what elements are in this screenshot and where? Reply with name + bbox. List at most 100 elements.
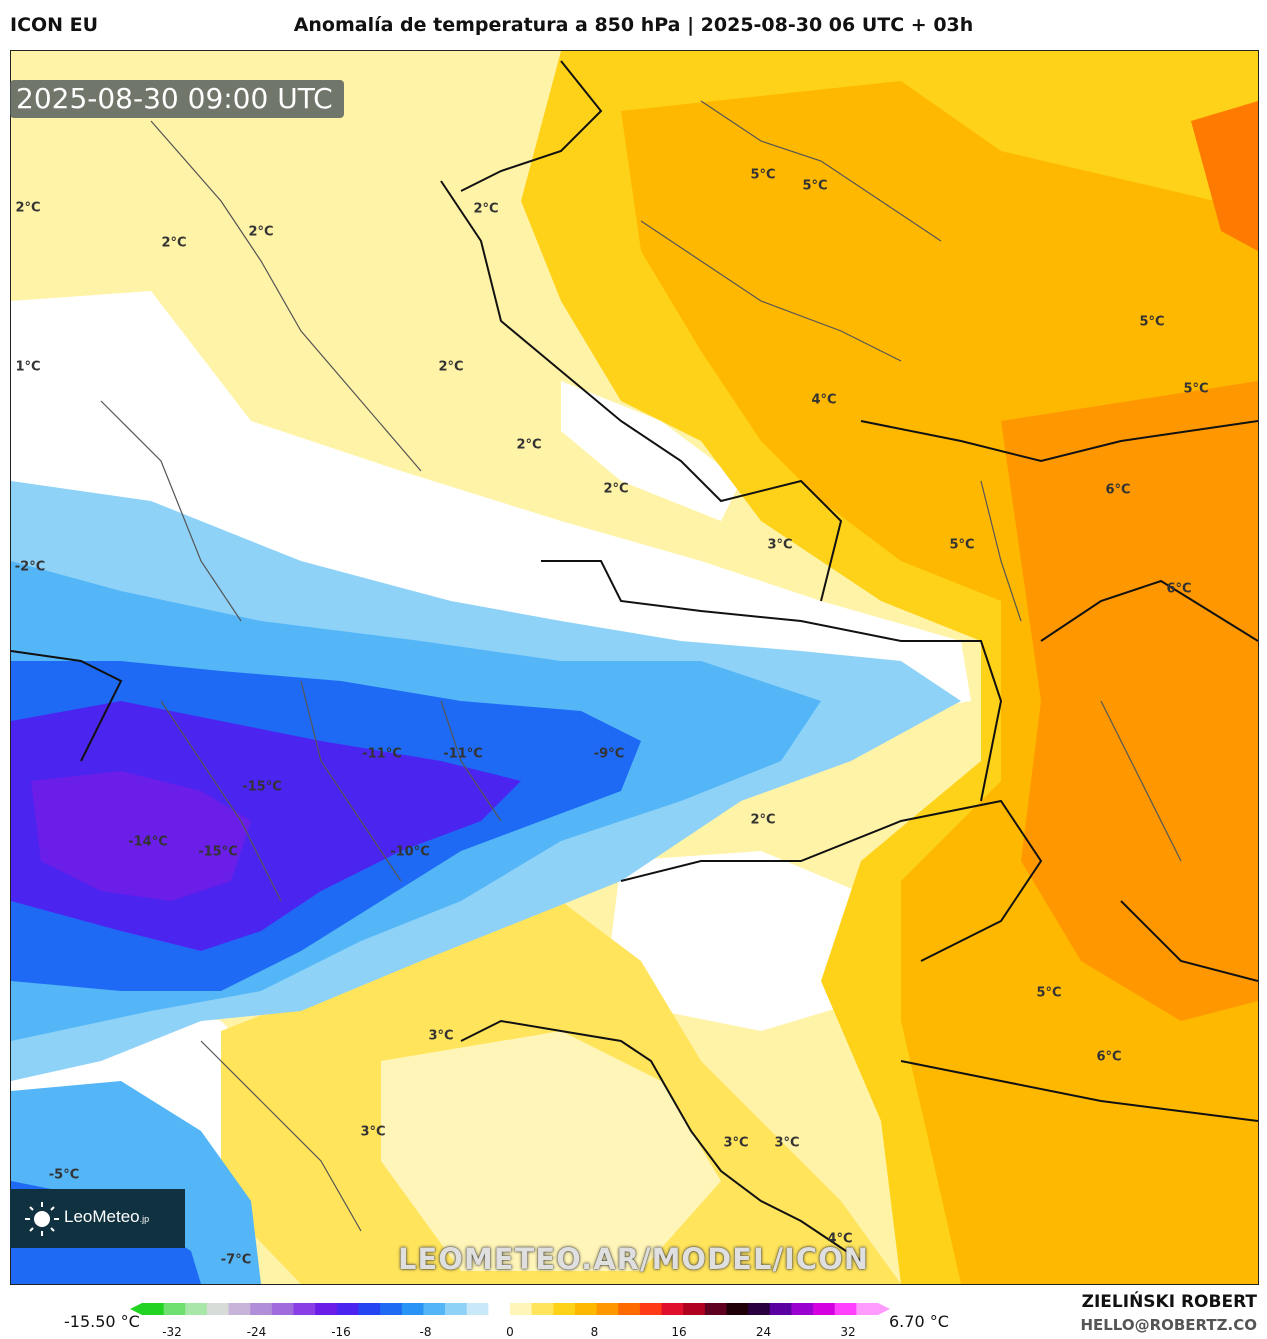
temperature-label: 5°C (1036, 985, 1062, 1001)
dark-orange-zone-east (1001, 381, 1258, 1021)
colorbar-segment (510, 1303, 533, 1315)
colorbar-segment (618, 1303, 641, 1315)
colorbar-segment (813, 1303, 836, 1315)
temperature-label: -9°C (593, 746, 625, 762)
colorbar-segment (488, 1303, 511, 1315)
colorbar-tick-label: -16 (331, 1325, 351, 1339)
colorbar-segment (423, 1303, 446, 1315)
colorbar-segment (574, 1303, 598, 1315)
colorbar (130, 1303, 890, 1315)
colorbar-segment (791, 1303, 814, 1315)
temperature-label: -14°C (128, 834, 168, 850)
colorbar-segment (250, 1303, 273, 1315)
timestamp-overlay: 2025-08-30 09:00 UTC (10, 80, 344, 118)
temperature-label: -11°C (443, 746, 483, 762)
colorbar-tick-label: 32 (840, 1325, 856, 1339)
logo-text: LeoMeteo.jp (64, 1207, 150, 1226)
colorbar-segment (856, 1303, 879, 1315)
colorbar-tick-label: -24 (246, 1325, 267, 1339)
temperature-label: -11°C (362, 746, 402, 762)
colorbar-segment (315, 1303, 338, 1315)
temperature-label: -15°C (242, 779, 282, 795)
colorbar-segment (639, 1303, 663, 1315)
model-name: ICON EU (10, 14, 99, 36)
colorbar-segment (228, 1303, 251, 1315)
temperature-label: -10°C (390, 844, 430, 860)
temperature-label: -7°C (220, 1252, 252, 1268)
colorbar-segment (358, 1303, 381, 1315)
leometeo-logo: LeoMeteo.jp (10, 1189, 185, 1248)
temperature-label: 5°C (750, 167, 776, 183)
chart-title: Anomalía de temperatura a 850 hPa | 2025… (293, 14, 974, 36)
colorbar-tick-label: 0 (506, 1325, 514, 1339)
colorbar-tick-label: -8 (419, 1325, 432, 1339)
colorbar-segment (748, 1303, 771, 1315)
orange-zone-east (621, 81, 1258, 1284)
temperature-label: 3°C (360, 1124, 386, 1140)
colorbar-segment (553, 1303, 576, 1315)
colorbar-tick-label: 8 (590, 1325, 599, 1339)
temperature-label: 5°C (802, 178, 828, 194)
watermark-url: LEOMETEO.AR/MODEL/ICON (397, 1242, 870, 1276)
colorbar-segment (401, 1303, 424, 1315)
colorbar-tick-label: -32 (162, 1325, 182, 1339)
temperature-label: 5°C (949, 537, 975, 553)
temperature-label: 2°C (603, 481, 629, 497)
colorbar-segment (466, 1303, 489, 1315)
colorbar-tick-label: 24 (755, 1325, 772, 1339)
colorbar-max-label: 6.70 °C (889, 1312, 949, 1331)
colorbar-segment (336, 1303, 359, 1315)
coastline (460, 1019, 862, 1262)
white-zone-north (561, 381, 741, 521)
colorbar-segment (726, 1303, 749, 1315)
temperature-label: 1°C (15, 359, 41, 375)
colorbar-segment (206, 1303, 230, 1315)
colorbar-segment (185, 1303, 208, 1315)
colorbar-segment (834, 1303, 857, 1315)
temperature-label: 3°C (428, 1028, 454, 1044)
temperature-label: 6°C (1166, 581, 1192, 597)
colorbar-min-label: -15.50 °C (64, 1312, 140, 1331)
colorbar-segment (163, 1303, 186, 1315)
temperature-label: 2°C (750, 812, 776, 828)
temperature-label: -15°C (198, 844, 238, 860)
sun-icon (25, 1202, 59, 1236)
temperature-label: -5°C (48, 1167, 80, 1183)
temperature-label: 2°C (248, 224, 274, 240)
temperature-label: 2°C (473, 201, 499, 217)
colorbar-segment (142, 1303, 165, 1315)
temperature-label: 2°C (438, 359, 464, 375)
region-borders (100, 100, 1182, 1232)
author-name: ZIELIŃSKI ROBERT (1081, 1292, 1257, 1312)
temperature-label: -2°C (14, 559, 46, 575)
colorbar-min-arrow (130, 1303, 142, 1315)
colorbar-segment (661, 1303, 684, 1315)
temperature-label: 2°C (516, 437, 542, 453)
temperature-label: 2°C (161, 235, 187, 251)
temperature-label: 4°C (827, 1231, 853, 1247)
colorbar-max-arrow (878, 1303, 890, 1315)
temperature-anomaly-map[interactable] (10, 50, 1259, 1285)
colorbar-segment (596, 1303, 619, 1315)
coldest-zone-core (31, 771, 251, 901)
hot-corner-northeast (1191, 101, 1258, 251)
temperature-label: 6°C (1105, 482, 1131, 498)
colorbar-segment (293, 1303, 316, 1315)
temperature-label: 3°C (774, 1135, 800, 1151)
temperature-label: 3°C (723, 1135, 749, 1151)
temperature-label: 5°C (1139, 314, 1165, 330)
colorbar-segment (531, 1303, 554, 1315)
colorbar-segment (704, 1303, 727, 1315)
temperature-label: 2°C (15, 200, 41, 216)
white-zone-southeast (611, 851, 881, 1031)
temperature-label: 3°C (767, 537, 793, 553)
colorbar-segment (769, 1303, 792, 1315)
temperature-label: 4°C (811, 392, 837, 408)
colorbar-segment (445, 1303, 468, 1315)
colorbar-segment (380, 1303, 403, 1315)
map-canvas (11, 51, 1258, 1284)
colorbar-tick-label: 16 (671, 1325, 687, 1339)
colorbar-segment (683, 1303, 706, 1315)
country-borders (11, 60, 1258, 1122)
temperature-label: 5°C (1183, 381, 1209, 397)
